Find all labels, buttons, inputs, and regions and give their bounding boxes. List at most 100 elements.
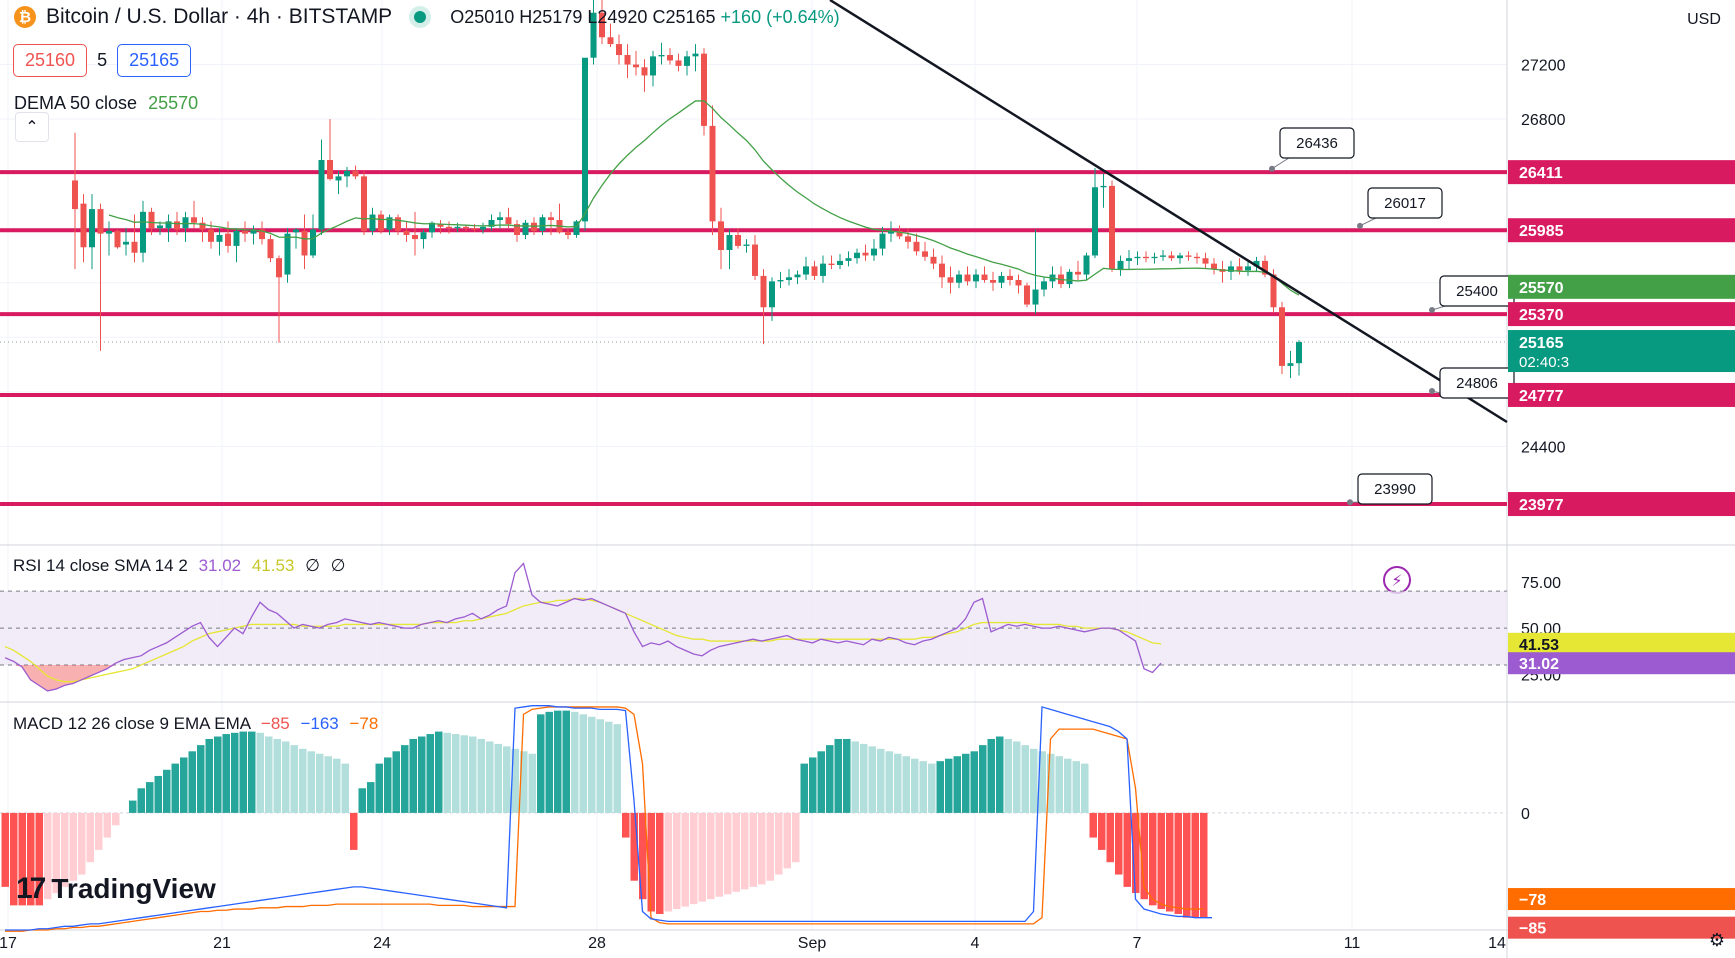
- macd-histogram-bar: [826, 745, 834, 813]
- candle-body: [225, 233, 231, 246]
- candle-body: [743, 244, 750, 246]
- macd-histogram-bar: [673, 812, 681, 910]
- candle-body: [1194, 256, 1200, 259]
- x-tick-label: Sep: [798, 935, 827, 952]
- macd-histogram-bar: [656, 812, 664, 914]
- sell-button[interactable]: 25160: [13, 44, 88, 77]
- collapse-legend-button[interactable]: ⌃: [15, 112, 49, 142]
- candle-body: [1177, 255, 1183, 259]
- candle-body: [1160, 255, 1166, 257]
- candle-body: [199, 222, 206, 230]
- candle-body: [140, 211, 146, 253]
- macd-histogram-bar: [919, 761, 927, 813]
- candle-body: [293, 229, 299, 233]
- symbol-title[interactable]: Bitcoin / U.S. Dollar · 4h · BITSTAMP: [46, 5, 393, 28]
- macd-histogram-bar: [384, 757, 392, 813]
- candle-body: [250, 229, 257, 234]
- callout-anchor: [1429, 388, 1435, 394]
- macd-histogram-bar: [520, 751, 528, 813]
- buy-button[interactable]: 25165: [117, 44, 192, 77]
- candle-body: [1032, 289, 1039, 305]
- candle-body: [123, 241, 129, 245]
- candle-body: [1211, 263, 1217, 270]
- dema-line: [108, 100, 1300, 296]
- macd-histogram-bar: [996, 736, 1004, 813]
- macd-histogram-bar: [843, 738, 851, 813]
- macd-histogram-bar: [10, 812, 18, 906]
- macd-histogram-bar: [443, 732, 451, 813]
- candle-body: [1100, 185, 1107, 188]
- macd-histogram-bar: [1140, 812, 1148, 900]
- candle-body: [471, 228, 478, 230]
- candle-body: [1296, 342, 1302, 364]
- candle-body: [624, 55, 631, 65]
- rsi-label: RSI 14 close SMA 14 2: [13, 556, 188, 575]
- price-label-text: 26411: [1519, 165, 1563, 182]
- macd-histogram-bar: [1064, 758, 1072, 813]
- currency-selector[interactable]: USD: [1673, 0, 1735, 40]
- candle-body: [284, 233, 291, 275]
- macd-histogram-bar: [1200, 812, 1208, 918]
- macd-legend[interactable]: MACD 12 26 close 9 EMA EMA −85 −163 −78: [13, 714, 378, 734]
- rsi-value: 31.02: [198, 556, 242, 575]
- candle-body: [429, 222, 435, 233]
- x-tick-label: 14: [1488, 935, 1506, 952]
- macd-histogram-bar: [78, 812, 86, 875]
- candle-body: [89, 209, 95, 248]
- tradingview-logo[interactable]: 17 TradingView: [16, 872, 216, 906]
- dema-value: 25570: [148, 93, 199, 113]
- candle-body: [548, 217, 554, 220]
- candle-body: [896, 230, 903, 237]
- candle-body: [1185, 255, 1192, 257]
- macd-histogram-bar: [469, 736, 477, 813]
- candle-body: [1024, 285, 1030, 305]
- macd-signal-line: [5, 706, 1204, 932]
- macd-histogram-bar: [401, 745, 409, 813]
- macd-histogram-bar: [953, 756, 961, 813]
- candle-body: [684, 56, 690, 66]
- candle-body: [956, 274, 962, 283]
- candle-body: [157, 225, 163, 229]
- candle-body: [488, 220, 495, 227]
- lightning-glyph: ⚡: [1391, 573, 1402, 590]
- candle-body: [1168, 255, 1175, 259]
- price-label-text: 25370: [1519, 307, 1564, 324]
- macd-histogram-bar: [290, 745, 298, 813]
- candle-body: [760, 275, 767, 308]
- candle-body: [1007, 275, 1013, 280]
- macd-histogram-bar: [452, 734, 460, 813]
- macd-histogram-bar: [834, 738, 842, 813]
- candle-body: [1236, 266, 1243, 271]
- candle-body: [437, 224, 444, 227]
- macd-histogram-bar: [265, 736, 273, 813]
- candle-body: [1279, 307, 1285, 366]
- macd-tick-label: 0: [1521, 806, 1530, 823]
- scale-settings-icon[interactable]: ⚙: [1708, 930, 1726, 950]
- candle-body: [276, 258, 282, 278]
- candle-body: [922, 251, 928, 257]
- rsi-value-text: 31.02: [1519, 656, 1559, 673]
- candle-body: [871, 248, 877, 256]
- macd-histogram-bar: [154, 775, 162, 813]
- rsi-legend[interactable]: RSI 14 close SMA 14 2 31.02 41.53 ∅ ∅: [13, 556, 345, 576]
- macd-histogram-bar: [1, 812, 9, 887]
- candle-body: [811, 266, 818, 276]
- candle-body: [590, 12, 597, 58]
- macd-histogram-bar: [95, 812, 103, 850]
- macd-histogram-bar: [758, 812, 766, 885]
- candle-body: [692, 53, 699, 57]
- candle-body: [386, 217, 393, 230]
- macd-histogram-bar: [1115, 812, 1123, 875]
- macd-histogram-bar: [970, 751, 978, 813]
- macd-histogram-bar: [1157, 812, 1165, 910]
- candle-body: [1134, 256, 1141, 259]
- dema-legend[interactable]: DEMA 50 close 25570: [14, 93, 198, 114]
- countdown-text: 02:40:3: [1519, 354, 1569, 371]
- candle-body: [1202, 258, 1209, 264]
- candle-body: [607, 37, 614, 45]
- macd-histogram-bar: [222, 734, 230, 813]
- macd-histogram-bar: [630, 812, 638, 881]
- macd-histogram-bar: [732, 812, 740, 892]
- macd-histogram-bar: [256, 732, 264, 813]
